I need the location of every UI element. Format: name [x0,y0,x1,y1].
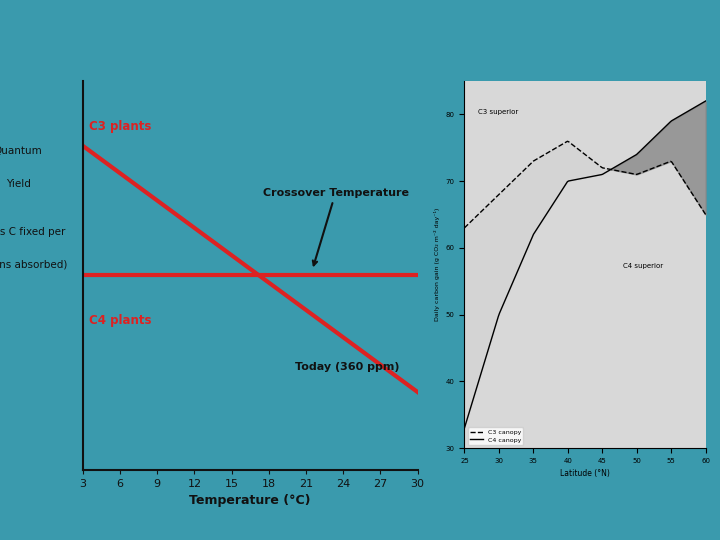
C4 canopy [524,242,533,248]
C3 canopy [505,181,513,188]
C3 canopy [701,211,710,218]
C3 canopy [469,215,478,222]
X-axis label: Temperature (°C): Temperature (°C) [189,495,311,508]
Line: C3 canopy: C3 canopy [464,141,706,228]
Legend: C3 canopy, C4 canopy: C3 canopy, C4 canopy [467,428,523,445]
C3 canopy [474,211,483,217]
Text: Crossover Temperature: Crossover Temperature [263,187,409,265]
X-axis label: Latitude (°N): Latitude (°N) [560,469,610,478]
C3 canopy [690,194,699,201]
C4 canopy [701,98,710,104]
Text: Quantum: Quantum [0,146,42,156]
Text: C3 plants: C3 plants [89,120,151,133]
Text: photons absorbed): photons absorbed) [0,260,67,269]
Text: C3 superior: C3 superior [478,110,518,116]
Text: C4 plants: C4 plants [89,314,151,327]
C4 canopy [689,105,698,111]
C4 canopy [680,110,689,116]
Text: (moles C fixed per: (moles C fixed per [0,227,66,237]
Text: Yield: Yield [6,179,30,188]
Text: C4 superior: C4 superior [623,263,663,269]
Text: Today (360 ppm): Today (360 ppm) [294,362,399,372]
C4 canopy [474,377,483,383]
C3 canopy [563,138,572,145]
Y-axis label: Daily carbon gain (g CO₂ m⁻² day⁻¹): Daily carbon gain (g CO₂ m⁻² day⁻¹) [434,208,440,321]
C3 canopy [524,163,533,169]
C4 canopy [469,393,478,400]
C4 canopy [460,425,469,431]
C3 canopy [682,181,690,188]
C4 canopy [505,287,513,294]
C3 canopy [460,225,469,231]
Line: C4 canopy: C4 canopy [464,101,706,428]
